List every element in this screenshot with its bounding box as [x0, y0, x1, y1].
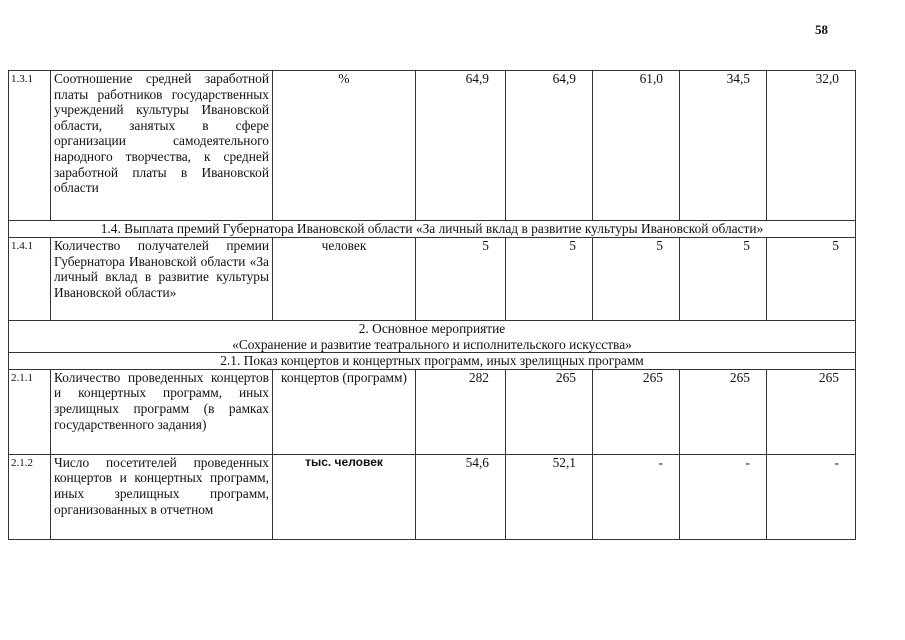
value-cell: 64,9 — [415, 70, 506, 221]
table-row: 1.4.1 Количество получателей премии Губер… — [8, 237, 856, 321]
row-number: 2.1.2 — [8, 453, 51, 540]
value-cell: 32,0 — [766, 70, 856, 221]
value-cell: 265 — [679, 368, 767, 455]
row-number: 1.4.1 — [8, 237, 51, 321]
unit-cell: концертов (программ) — [272, 368, 416, 455]
page-number: 58 — [815, 22, 828, 37]
value-cell: 61,0 — [592, 70, 680, 221]
value-cell: 265 — [592, 368, 680, 455]
row-number: 2.1.1 — [8, 368, 51, 455]
row-number: 1.3.1 — [8, 70, 51, 221]
unit-cell: % — [272, 70, 416, 221]
value-cell: 5 — [415, 237, 506, 321]
value-cell: 52,1 — [505, 453, 593, 540]
value-cell: - — [592, 453, 680, 540]
indicators-table: 1.3.1 Соотношение средней заработной плат… — [8, 70, 856, 540]
indicator-description: Количество проведенных концертов и конце… — [50, 368, 273, 455]
unit-cell: тыс. человек — [272, 453, 416, 540]
value-cell: - — [679, 453, 767, 540]
value-cell: 5 — [505, 237, 593, 321]
indicator-description: Количество получателей премии Губернатор… — [50, 237, 273, 321]
value-cell: - — [766, 453, 856, 540]
value-cell: 54,6 — [415, 453, 506, 540]
value-cell: 5 — [679, 237, 767, 321]
section-title: 1.4. Выплата премий Губернатора Ивановск… — [8, 220, 856, 238]
section-title: 2.1. Показ концертов и концертных програ… — [8, 352, 856, 370]
section-title-line: «Сохранение и развитие театрального и ис… — [232, 336, 632, 352]
table-row: 2.1.2 Число посетителей проведенных конце… — [8, 453, 856, 540]
indicator-description: Соотношение средней заработной платы раб… — [50, 70, 273, 221]
table-row: 2.1.1 Количество проведенных концертов и … — [8, 368, 856, 455]
value-cell: 34,5 — [679, 70, 767, 221]
value-cell: 282 — [415, 368, 506, 455]
section-header-row: 2.1. Показ концертов и концертных програ… — [8, 352, 856, 370]
section-header-row: 2. Основное мероприятие «Сохранение и раз… — [8, 319, 856, 354]
value-cell: 5 — [766, 237, 856, 321]
value-cell: 64,9 — [505, 70, 593, 221]
value-cell: 5 — [592, 237, 680, 321]
section-title-line: 2. Основное мероприятие — [358, 321, 506, 336]
unit-cell: человек — [272, 237, 416, 321]
indicator-description: Число посетителей проведенных концертов … — [50, 453, 273, 540]
value-cell: 265 — [505, 368, 593, 455]
value-cell: 265 — [766, 368, 856, 455]
section-title: 2. Основное мероприятие «Сохранение и раз… — [8, 319, 856, 354]
section-header-row: 1.4. Выплата премий Губернатора Ивановск… — [8, 220, 856, 238]
table-row: 1.3.1 Соотношение средней заработной плат… — [8, 70, 856, 221]
